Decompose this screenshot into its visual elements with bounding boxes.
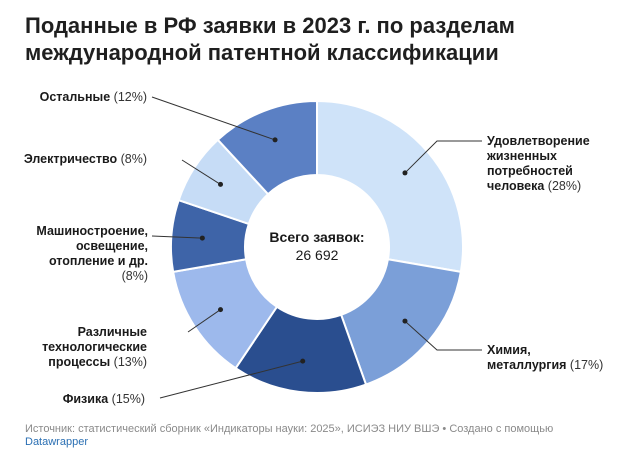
leader-line-processes	[187, 309, 221, 333]
leader-dot-other	[272, 137, 278, 143]
label-other: Остальные (12%)	[39, 90, 147, 104]
label-processes: Различные технологические процессы (13%)	[42, 325, 147, 369]
leader-line-mechanical	[151, 235, 203, 239]
leader-line-physics	[159, 360, 303, 399]
leader-line-other	[151, 96, 276, 141]
leader-line-human-needs	[404, 140, 482, 174]
leader-line-chemistry	[404, 320, 482, 351]
slice-other	[216, 99, 318, 196]
leader-dot-chemistry	[402, 318, 408, 324]
leader-dot-electricity	[218, 181, 224, 187]
leader-dot-mechanical	[199, 235, 205, 241]
center-total: Всего заявок: 26 692	[250, 228, 384, 264]
slice-chemistry	[339, 258, 463, 386]
leader-dot-physics	[300, 358, 306, 364]
leader-line-electricity	[181, 159, 221, 185]
leader-dot-processes	[218, 307, 224, 313]
chart-title-line-2: международной патентной классификации	[25, 40, 499, 65]
label-chemistry: Химия, металлургия (17%)	[487, 343, 604, 372]
datawrapper-link[interactable]: Datawrapper	[25, 436, 88, 448]
slice-human-needs	[316, 99, 464, 274]
center-total-label: Всего заявок:	[269, 229, 365, 245]
source-text: Источник: статистический сборник «Индика…	[25, 423, 554, 435]
leader-dot-human-needs	[402, 170, 408, 176]
label-mechanical: Машиностроение, освещение, отопление и д…	[36, 224, 148, 283]
chart-title: Поданные в РФ заявки в 2023 г. по раздел…	[25, 12, 605, 66]
label-electricity: Электричество (8%)	[23, 152, 147, 166]
center-total-value: 26 692	[295, 247, 339, 263]
label-physics: Физика (15%)	[62, 392, 145, 406]
source-footer: Источник: статистический сборник «Индика…	[25, 423, 605, 449]
chart-title-line-1: Поданные в РФ заявки в 2023 г. по раздел…	[25, 13, 515, 38]
label-human-needs: Удовлетворение жизненных потребностей че…	[487, 134, 590, 193]
